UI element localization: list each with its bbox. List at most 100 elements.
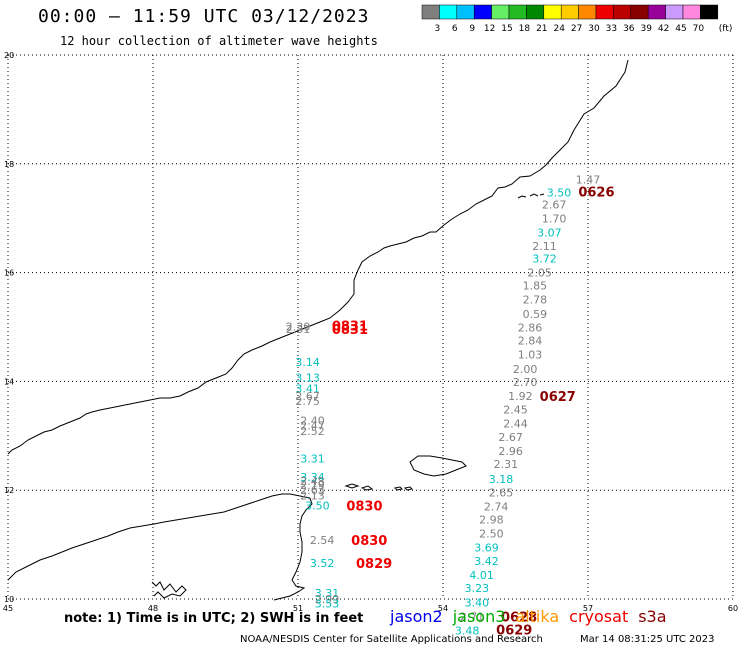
legend-label: 45 (675, 24, 686, 34)
wave-height-value: 3.31 (315, 587, 340, 600)
wave-height-value: 2.31 (494, 458, 519, 471)
wave-height-value: 2.96 (498, 445, 523, 458)
legend-swatch (700, 4, 719, 20)
wave-height-value: 3.42 (474, 555, 499, 568)
wave-height-value: 1.92 (508, 390, 533, 403)
lat-tick-label: 20 (4, 51, 14, 60)
wave-height-value: 3.48 (455, 625, 480, 638)
wave-height-value: 0.59 (523, 308, 548, 321)
wave-height-value: 2.45 (503, 404, 528, 417)
pass-time-label: 0626 (578, 186, 614, 201)
wave-height-value: 2.71 (460, 610, 485, 623)
coastline (7, 59, 629, 601)
wave-height-value: 3.14 (295, 356, 320, 369)
pass-time-label: 0628 (501, 610, 537, 625)
legend-label: 70 (693, 24, 705, 34)
legend-label: 9 (469, 24, 475, 34)
wave-height-value: 2.67 (295, 390, 320, 403)
pass-time-label: 0831 (332, 323, 368, 338)
page-subtitle: 12 hour collection of altimeter wave hei… (60, 34, 378, 48)
wave-height-value: 2.00 (513, 363, 538, 376)
wave-height-value: 2.65 (489, 486, 514, 499)
wave-height-value: 2.67 (498, 431, 523, 444)
wave-height-value: 2.74 (484, 501, 509, 514)
wave-height-value: 2.70 (513, 376, 538, 389)
legend-label: 36 (623, 24, 635, 34)
legend-unit: (ft) (719, 24, 733, 34)
wave-height-value: 2.47 (300, 419, 325, 432)
map-grid (7, 54, 734, 600)
legend-label: 42 (658, 24, 669, 34)
pass-time-label: 0831 (332, 319, 368, 334)
pass-time-label: 0830 (351, 534, 387, 549)
wave-height-value: 2.11 (532, 240, 557, 253)
legend-label: 18 (519, 24, 531, 34)
lon-tick-label: 60 (728, 604, 738, 613)
small-islands (344, 483, 414, 491)
wave-height-value: 3.50 (305, 499, 330, 512)
wave-height-value: 2.54 (310, 534, 335, 547)
satellite-jason3: jason3 (452, 607, 506, 626)
wave-height-value: 2.67 (542, 199, 567, 212)
legend-label: 15 (501, 24, 512, 34)
wave-height-value: 3.34 (300, 471, 325, 484)
satellite-jason2: jason2 (390, 607, 443, 626)
wave-height-value: 2.40 (300, 415, 325, 428)
wave-height-value: 2.31 (286, 323, 311, 336)
lon-tick-label: 54 (438, 604, 448, 613)
wave-height-value: 2.05 (527, 267, 552, 280)
footer-note: note: 1) Time is in UTC; 2) SWH is in fe… (64, 611, 364, 626)
wave-height-value: 2.98 (479, 514, 504, 527)
wave-height-value: 2.86 (518, 322, 543, 335)
wave-height-value: 4.01 (469, 569, 494, 582)
legend-label: 30 (588, 24, 600, 34)
wave-height-labels: 1.473.502.671.703.072.113.722.051.852.78… (286, 174, 601, 638)
pass-time-label: 0629 (496, 623, 532, 638)
axis-tick-labels: 45 48 51 54 57 60 10 12 14 16 18 20 (3, 51, 738, 613)
wave-height-value: 2.44 (503, 417, 528, 430)
wave-height-value: 3.23 (465, 582, 490, 595)
satellite-s3a: s3a (638, 607, 667, 626)
wave-height-value: 3.72 (532, 252, 557, 265)
wave-height-value: 2.99 (315, 593, 340, 606)
wave-height-value: 3.40 (465, 596, 490, 609)
wave-height-value: 3.13 (295, 372, 320, 385)
lat-tick-label: 12 (4, 486, 14, 495)
pass-time-label: 0830 (346, 499, 382, 514)
lon-tick-label: 48 (148, 604, 158, 613)
wave-height-value: 3.31 (300, 453, 325, 466)
lat-tick-label: 14 (4, 377, 14, 386)
coastline-somalia (7, 493, 313, 601)
footer-timestamp: Mar 14 08:31:25 UTC 2023 (580, 634, 715, 645)
masirah-island (517, 193, 545, 199)
wave-height-value: 2.75 (295, 395, 320, 408)
page-title: 00:00 – 11:59 UTC 03/12/2023 (38, 6, 370, 27)
legend-label: 27 (571, 24, 582, 34)
lon-tick-label: 45 (3, 604, 13, 613)
satellite-altika: altika (515, 607, 560, 626)
lon-tick-label: 51 (293, 604, 303, 613)
wave-height-value: 2.78 (523, 293, 548, 306)
wave-height-value: 1.70 (542, 213, 567, 226)
legend-label: 6 (452, 24, 458, 34)
wave-height-value: 2.48 (300, 475, 325, 488)
wave-height-value: 3.69 (474, 541, 499, 554)
wave-height-value: 3.41 (295, 382, 320, 395)
lon-tick-label: 57 (583, 604, 593, 613)
wave-height-value: 2.52 (300, 425, 325, 438)
wave-height-value: 1.03 (518, 349, 543, 362)
legend-label: 3 (435, 24, 441, 34)
legend-label: 39 (640, 24, 652, 34)
coastline-arabia (7, 59, 629, 455)
wave-height-value: 3.07 (537, 226, 562, 239)
lat-tick-label: 18 (4, 160, 14, 169)
wave-height-value: 3.53 (315, 597, 340, 610)
wave-height-value: 2.84 (518, 335, 543, 348)
satellite-cryosat: cryosat (569, 607, 629, 626)
wave-height-value: 2.19 (300, 479, 325, 492)
wave-height-value: 2.13 (300, 490, 325, 503)
wave-height-value: 1.47 (576, 174, 601, 187)
wave-height-value: 1.85 (523, 280, 548, 293)
